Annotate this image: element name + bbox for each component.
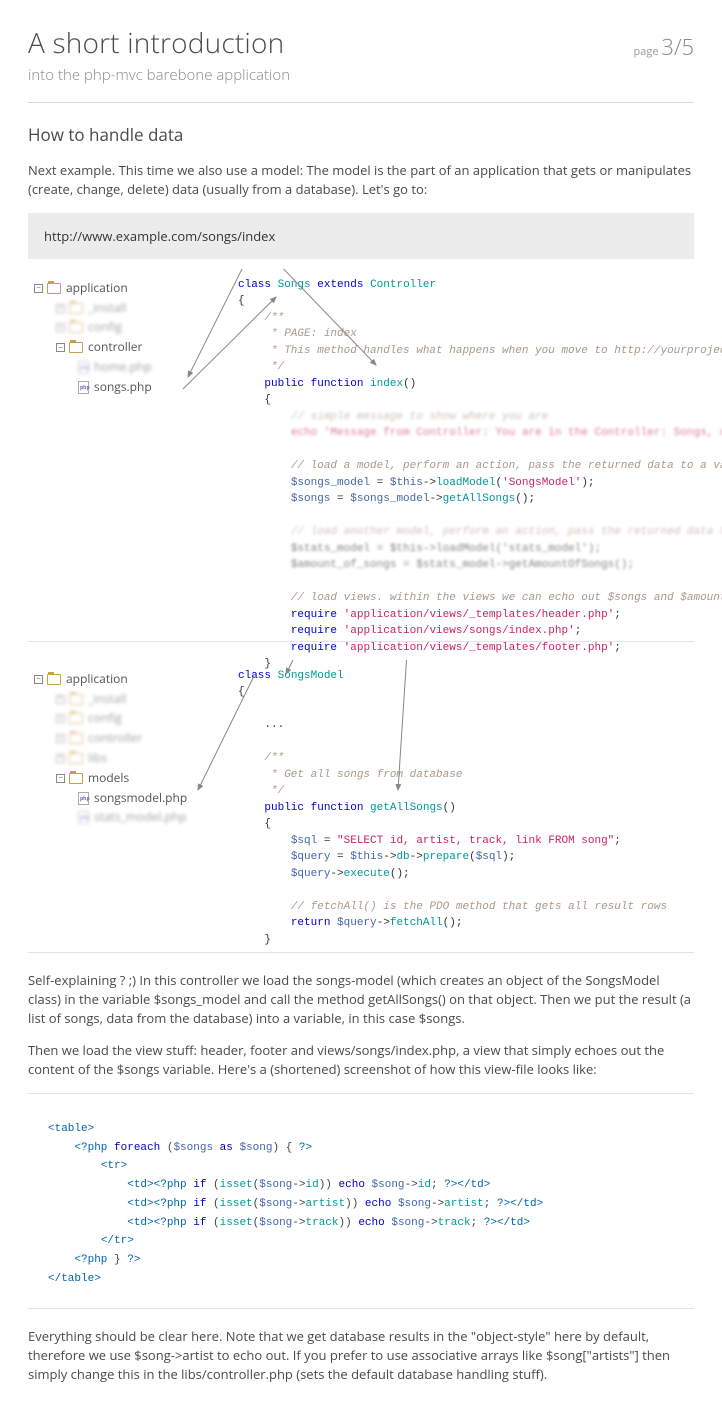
code-view: <table> <?php foreach ($songs as $song) … — [28, 1112, 694, 1296]
file-tree-1: −application +_install +config −controll… — [28, 269, 238, 399]
rule — [28, 102, 694, 103]
page-total: 5 — [681, 32, 694, 62]
file-tree-2: −application +_install +config +controll… — [28, 660, 238, 829]
tree-file-songs: songs.php — [94, 379, 152, 396]
page-header: A short introduction into the php-mvc ba… — [28, 24, 694, 86]
intro-text: Next example. This time we also use a mo… — [28, 161, 694, 199]
url-box: http://www.example.com/songs/index — [28, 213, 694, 259]
page-title: A short introduction — [28, 24, 694, 63]
page-indicator: page 3/5 — [634, 32, 694, 63]
diagram-model: −application +_install +config +controll… — [28, 660, 694, 940]
rule — [28, 1308, 694, 1309]
section-title: How to handle data — [28, 123, 694, 147]
footer-text: Everything should be clear here. Note th… — [28, 1327, 694, 1384]
rule — [28, 1093, 694, 1094]
code-model: class SongsModel { ... /** * Get all son… — [238, 660, 694, 949]
page-label: page — [634, 44, 659, 59]
tree-folder: controller — [88, 339, 142, 356]
explain-1: Self-explaining ? ;) In this controller … — [28, 971, 694, 1028]
tree-file-songsmodel: songsmodel.php — [94, 790, 187, 807]
tree-folder: models — [88, 770, 129, 787]
explain-2: Then we load the view stuff: header, foo… — [28, 1041, 694, 1079]
tree-root: application — [66, 280, 128, 297]
page-current: 3 — [661, 32, 674, 62]
code-controller: class Songs extends Controller { /** * P… — [238, 269, 722, 673]
page-subtitle: into the php-mvc barebone application — [28, 65, 694, 86]
tree-root: application — [66, 671, 128, 688]
rule — [28, 952, 694, 953]
diagram-controller: −application +_install +config −controll… — [28, 269, 694, 629]
